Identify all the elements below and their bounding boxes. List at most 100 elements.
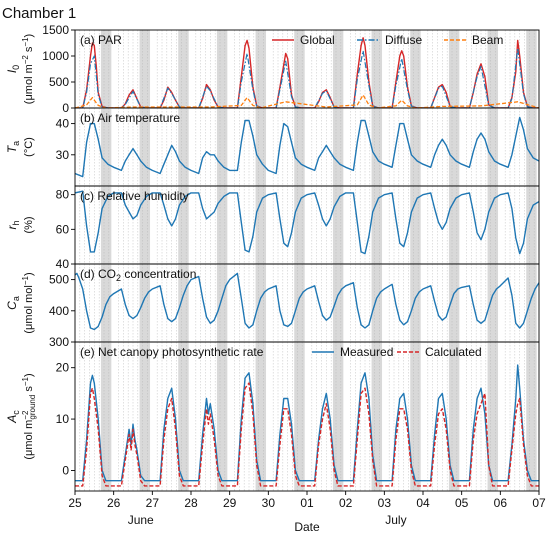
night-shading: [332, 186, 344, 264]
night-shading: [216, 30, 228, 108]
y-axis-symbol: Ca: [5, 296, 21, 310]
panels: 0 500 1000 1500 (a) PAR I0 (μmol m−2 s−1) Globa…: [5, 23, 540, 492]
x-tick-label: 04: [416, 496, 430, 510]
night-shading: [371, 108, 383, 186]
y-tick-label: 40: [56, 117, 70, 131]
night-shading: [178, 342, 189, 491]
night-shading: [100, 342, 112, 491]
x-tick-label: 27: [146, 496, 160, 510]
night-shading: [526, 108, 537, 186]
night-shading: [371, 30, 383, 108]
x-tick-label: 25: [68, 496, 82, 510]
night-shading: [487, 342, 499, 491]
y-tick-label: 10: [56, 412, 70, 426]
y-axis-label: Ac(μmol m−2ground s−1): [5, 373, 37, 459]
night-shading: [294, 30, 305, 108]
night-shading: [332, 264, 344, 342]
night-shading: [448, 108, 460, 186]
y-tick-label: 0: [62, 101, 69, 115]
night-shading: [448, 342, 460, 491]
night-shading: [255, 342, 267, 491]
night-shading: [139, 30, 151, 108]
y-tick-label: 20: [56, 361, 70, 375]
series-line: [75, 272, 539, 331]
series-line: [75, 116, 539, 178]
x-tick-label: 01: [300, 496, 314, 510]
y-axis-unit: (μmol mol−1): [21, 272, 35, 333]
x-tick-label: 28: [184, 496, 198, 510]
panel-title: (a) PAR: [80, 33, 122, 47]
night-shading: [526, 342, 537, 491]
panel-title: (c) Relative humidity: [80, 189, 189, 203]
x-tick-label: 30: [262, 496, 276, 510]
night-shading: [139, 108, 151, 186]
night-shading: [332, 30, 344, 108]
y-axis-unit: (°C): [23, 137, 35, 157]
night-shading: [526, 264, 537, 342]
x-tick-label: 29: [223, 496, 237, 510]
y-tick-label: 1000: [42, 49, 69, 63]
night-shading: [371, 342, 383, 491]
y-axis-unit: (μmol m−2 s−1): [21, 34, 35, 104]
night-shading: [332, 342, 344, 491]
legend-label: Measured: [340, 345, 393, 359]
x-tick-label: 02: [339, 496, 353, 510]
night-shading: [526, 30, 537, 108]
legend-label: Beam: [472, 33, 503, 47]
night-shading: [410, 264, 421, 342]
night-shading: [410, 30, 421, 108]
y-axis-symbol: I0: [5, 65, 21, 73]
y-tick-label: 30: [56, 148, 70, 162]
night-shading: [178, 108, 189, 186]
night-shading: [371, 264, 383, 342]
y-tick-label: 500: [49, 273, 69, 287]
legend-label: Global: [300, 33, 335, 47]
night-shading: [139, 186, 151, 264]
night-shading: [332, 108, 344, 186]
night-shading: [487, 264, 499, 342]
y-tick-label: 80: [56, 188, 70, 202]
night-shading: [448, 30, 460, 108]
panel-a: 0 500 1000 1500 (a) PAR I0 (μmol m−2 s−1) Globa…: [5, 23, 540, 115]
y-axis-label: I0 (μmol m−2 s−1): [5, 34, 35, 104]
x-tick-label: 26: [107, 496, 121, 510]
y-tick-label: 0: [62, 463, 69, 477]
night-shading: [487, 108, 499, 186]
night-shading: [294, 186, 305, 264]
night-shading: [255, 264, 267, 342]
night-shading: [294, 108, 305, 186]
night-shading: [216, 264, 228, 342]
y-tick-label: 300: [49, 335, 69, 349]
night-shading: [487, 30, 499, 108]
night-shading: [410, 186, 421, 264]
panel-title: (d) CO2 concentration: [80, 267, 196, 283]
y-axis-label: Ca (μmol mol−1): [5, 272, 35, 333]
x-tick-label: 05: [455, 496, 469, 510]
night-shading: [178, 186, 189, 264]
night-shading: [216, 186, 228, 264]
figure-title: Chamber 1: [2, 5, 76, 22]
month-label: June: [128, 513, 154, 527]
panel-c: 40 60 80 (c) Relative humidity rh (%): [5, 185, 540, 271]
night-shading: [371, 186, 383, 264]
panel-b: 30 40 (b) Air temperature Ta (°C): [5, 107, 540, 187]
night-shading: [410, 342, 421, 491]
series-line: [75, 382, 539, 487]
night-shading: [139, 264, 151, 342]
y-axis-label: Ta (°C): [5, 137, 35, 157]
night-shading: [255, 108, 267, 186]
night-shading: [216, 342, 228, 491]
y-axis-label: rh (%): [5, 216, 35, 233]
panel-title: (e) Net canopy photosynthetic rate: [80, 345, 264, 359]
night-shading: [487, 186, 499, 264]
y-tick-label: 400: [49, 304, 69, 318]
y-tick-label: 1500: [42, 23, 69, 37]
panel-d: 300 400 500 (d) CO2 concentration Ca (μmol mo…: [5, 263, 540, 349]
legend-label: Calculated: [425, 345, 482, 359]
night-shading: [448, 186, 460, 264]
night-shading: [139, 342, 151, 491]
y-axis-symbol: rh: [5, 220, 21, 229]
y-tick-label: 500: [49, 75, 69, 89]
night-shading: [255, 30, 267, 108]
